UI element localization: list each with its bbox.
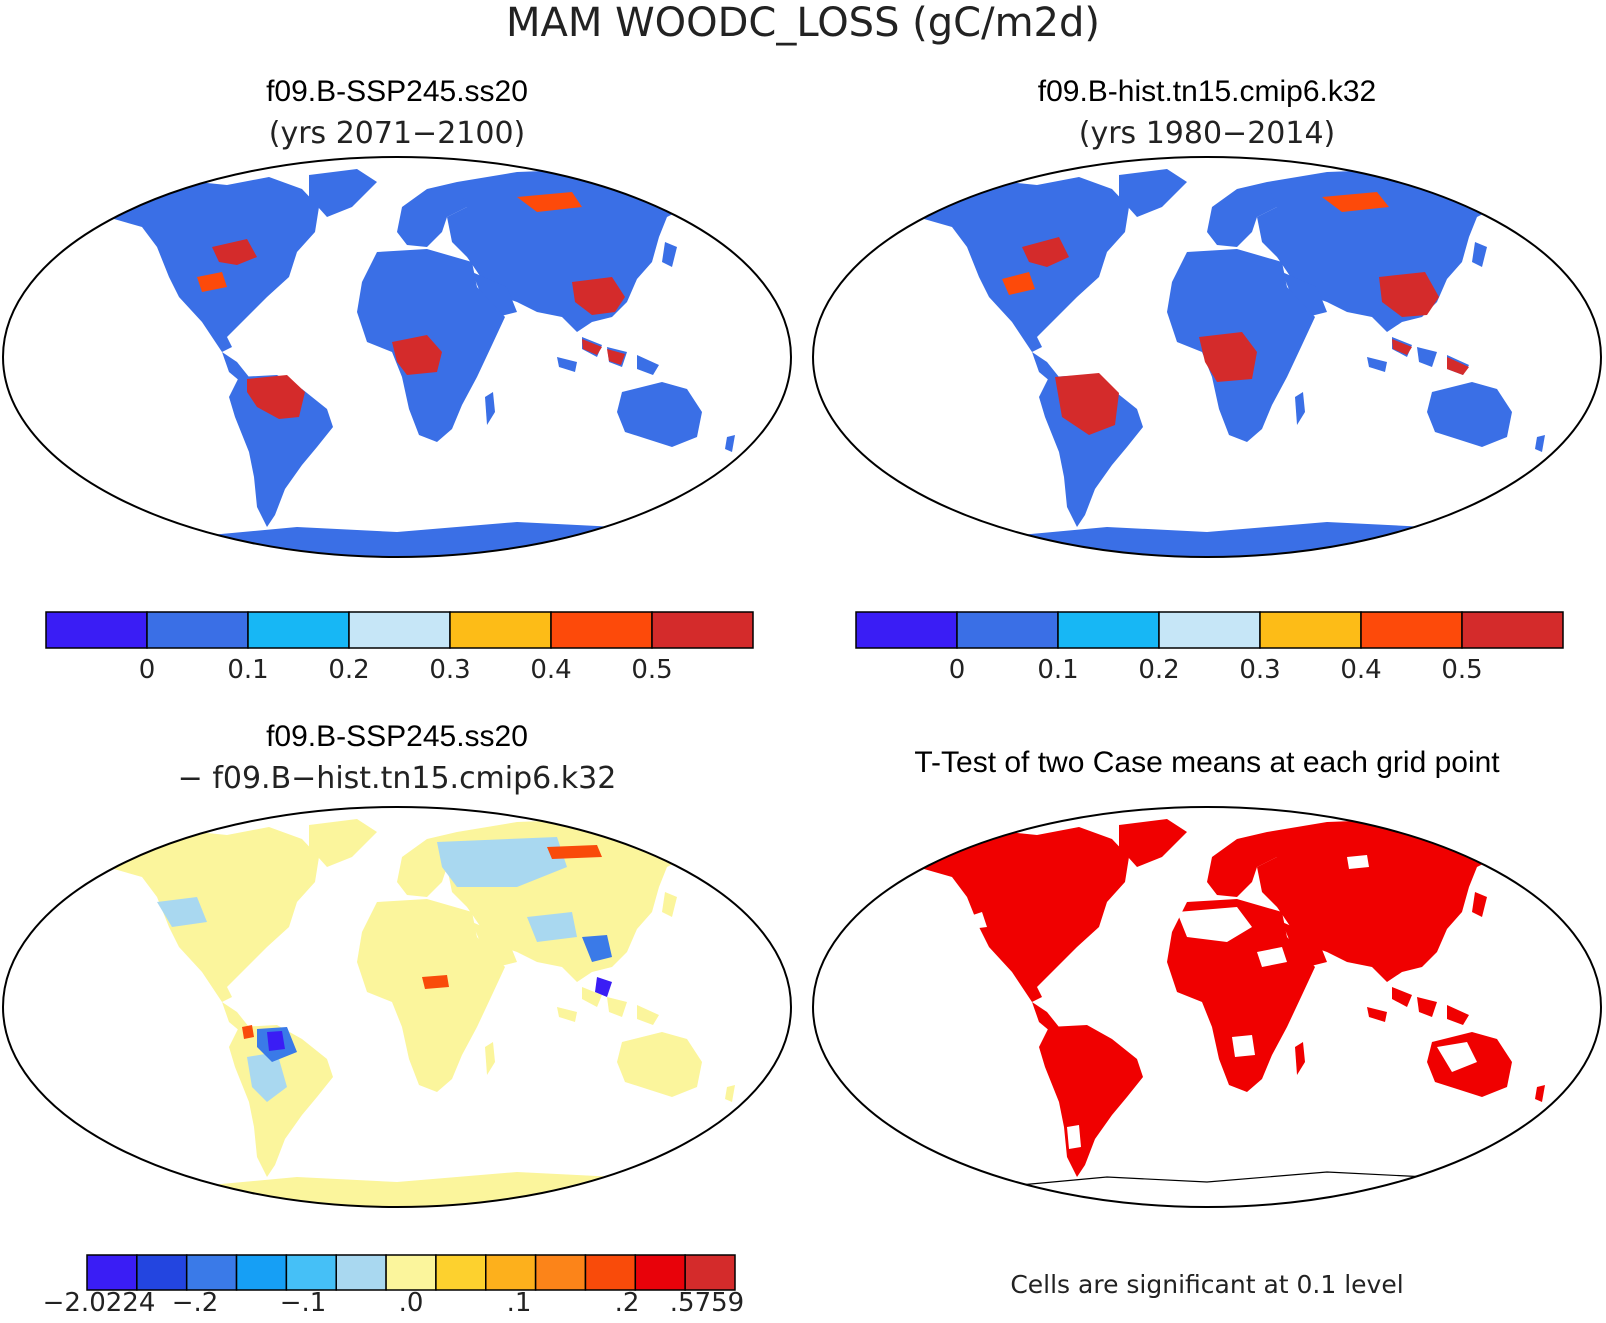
cb-diff-box-11 — [634, 1254, 686, 1291]
cb-diff-box-2 — [185, 1254, 238, 1291]
colorbar-difference: −2.0224 −.2 −.1 .0 .1 .2 .5759 — [43, 1254, 745, 1318]
significance-note: Cells are significant at 0.1 level — [1010, 1270, 1403, 1299]
cb-historical-box-1 — [956, 611, 1059, 649]
cb-diff-box-1 — [136, 1254, 188, 1291]
diff-positive — [242, 845, 602, 1039]
colorbar-historical-boxes — [855, 611, 1564, 649]
cb-historical-tick-1: 0.1 — [1037, 655, 1078, 685]
panel-future-subtitle: (yrs 2071−2100) — [269, 116, 526, 151]
cb-future-tick-1: 0.1 — [227, 655, 268, 685]
panel-difference-subtitle: − f09.B−hist.tn15.cmip6.k32 — [178, 761, 617, 796]
cb-historical-box-0 — [855, 611, 958, 649]
panel-difference-title: f09.B-SSP245.ss20 — [266, 720, 528, 753]
cb-future-tick-3: 0.3 — [429, 655, 470, 685]
panel-historical-title: f09.B-hist.tn15.cmip6.k32 — [1038, 75, 1377, 108]
map-ttest — [812, 806, 1602, 1208]
cb-historical-box-3 — [1158, 611, 1261, 649]
cb-diff-tick-2: −.1 — [280, 1288, 327, 1318]
colorbar-historical: 0 0.1 0.2 0.3 0.4 0.5 — [855, 611, 1564, 685]
cb-historical-box-4 — [1259, 611, 1362, 649]
cb-historical-tick-0: 0 — [949, 655, 966, 685]
colorbar-future-ticks: 0 0.1 0.2 0.3 0.4 0.5 — [139, 655, 673, 685]
colorbar-future: 0 0.1 0.2 0.3 0.4 0.5 — [45, 611, 754, 685]
hotspots-future-orange — [197, 192, 582, 292]
cb-historical-box-5 — [1360, 611, 1463, 649]
cb-historical-tick-4: 0.4 — [1340, 655, 1381, 685]
map-difference — [2, 806, 792, 1208]
cb-historical-box-2 — [1057, 611, 1160, 649]
cb-diff-box-9 — [534, 1254, 587, 1291]
cb-diff-tick-3: .0 — [399, 1288, 424, 1318]
cb-diff-box-8 — [485, 1254, 537, 1291]
map-future — [2, 156, 792, 558]
cb-diff-box-4 — [285, 1254, 337, 1291]
diff-negative-strong — [267, 977, 612, 1051]
cb-diff-box-12 — [684, 1254, 736, 1291]
colorbar-historical-ticks: 0 0.1 0.2 0.3 0.4 0.5 — [949, 655, 1483, 685]
cb-historical-tick-5: 0.5 — [1441, 655, 1482, 685]
figure-title: MAM WOODC_LOSS (gC/m2d) — [506, 0, 1100, 46]
cb-diff-box-5 — [335, 1254, 387, 1291]
colorbar-future-boxes — [45, 611, 754, 649]
cb-diff-box-6 — [385, 1254, 437, 1291]
cb-future-box-1 — [146, 611, 249, 649]
cb-diff-box-3 — [235, 1254, 288, 1291]
cb-diff-box-10 — [584, 1254, 637, 1291]
cb-historical-tick-3: 0.3 — [1239, 655, 1280, 685]
cb-future-box-2 — [247, 611, 350, 649]
cb-diff-tick-5: .2 — [615, 1288, 640, 1318]
cb-diff-box-7 — [435, 1254, 487, 1291]
cb-future-box-0 — [45, 611, 148, 649]
ttest-insignificant — [967, 855, 1477, 1149]
cb-diff-box-0 — [86, 1254, 138, 1291]
colorbar-difference-boxes — [86, 1254, 736, 1291]
map-historical — [812, 156, 1602, 558]
cb-historical-tick-2: 0.2 — [1138, 655, 1179, 685]
panel-future-title: f09.B-SSP245.ss20 — [266, 75, 528, 108]
cb-future-box-6 — [651, 611, 754, 649]
cb-future-box-5 — [550, 611, 653, 649]
cb-diff-tick-6: .5759 — [670, 1288, 744, 1318]
cb-diff-tick-4: .1 — [507, 1288, 532, 1318]
cb-future-box-4 — [449, 611, 552, 649]
panel-ttest-title: T-Test of two Case means at each grid po… — [914, 746, 1500, 779]
cb-future-tick-2: 0.2 — [328, 655, 369, 685]
hotspots-historical — [1022, 237, 1469, 435]
cb-future-tick-0: 0 — [139, 655, 156, 685]
diff-negative-light — [157, 837, 577, 1102]
hotspots-historical-orange — [1002, 192, 1389, 295]
hotspots-future — [212, 239, 625, 419]
panel-historical-subtitle: (yrs 1980−2014) — [1079, 116, 1336, 151]
cb-diff-tick-0: −2.0224 — [43, 1288, 156, 1318]
cb-future-box-3 — [348, 611, 451, 649]
cb-future-tick-5: 0.5 — [631, 655, 672, 685]
cb-diff-tick-1: −.2 — [172, 1288, 219, 1318]
cb-future-tick-4: 0.4 — [530, 655, 571, 685]
cb-historical-box-6 — [1461, 611, 1564, 649]
colorbar-difference-ticks: −2.0224 −.2 −.1 .0 .1 .2 .5759 — [43, 1288, 745, 1318]
